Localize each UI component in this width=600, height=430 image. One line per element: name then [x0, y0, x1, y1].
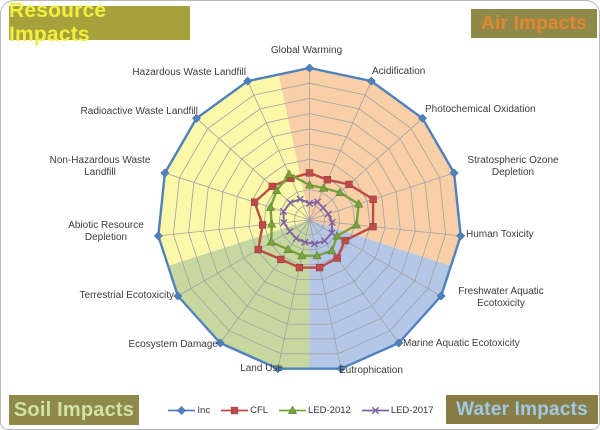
grid-ring — [203, 113, 416, 325]
grid-spoke — [309, 172, 455, 221]
grid-ring — [218, 128, 401, 310]
grid-spoke — [309, 118, 423, 221]
axis-label-5: Freshwater Aquatic Ecotoxicity — [458, 286, 544, 309]
axis-label-8: Land Use — [240, 363, 283, 374]
corner-label-air: Air Impacts — [471, 9, 597, 38]
legend-item-cfl: CFL — [221, 405, 268, 416]
series-led-2017 — [279, 195, 336, 248]
axis-label-7: Eutrophication — [339, 365, 403, 376]
legend-marker-xstar-icon — [361, 406, 389, 415]
axis-label-0: Global Warming — [270, 45, 343, 56]
legend-item-led-2017: LED-2017 — [361, 405, 434, 416]
axis-label-14: Hazardous Waste Landfill — [132, 67, 246, 78]
legend-label: LED-2017 — [390, 405, 434, 416]
grid-ring — [278, 189, 341, 251]
series-cfl — [250, 169, 377, 272]
grid-spoke — [277, 219, 310, 369]
legend-marker-square-icon — [221, 406, 249, 415]
axis-label-2: Photochemical Oxidation — [425, 104, 536, 115]
legend: Inc CFL LED-2012 LED-2017 — [1, 405, 599, 416]
corner-label-water: Water Impacts — [446, 395, 598, 424]
grid-spoke — [247, 80, 310, 221]
axis-label-9: Ecosystem Damage — [128, 339, 218, 350]
grid-spoke — [164, 172, 310, 221]
grid-ring — [233, 143, 386, 295]
series-led-2012 — [265, 169, 364, 260]
axis-label-3: Stratospheric Ozone Depletion — [467, 155, 559, 178]
axis-label-12: Non-Hazardous Waste Landfill — [49, 155, 151, 178]
legend-marker-diamond-icon — [168, 405, 196, 416]
grid-ring — [248, 158, 371, 280]
legend-label: LED-2012 — [308, 405, 351, 416]
series-inc — [153, 63, 466, 374]
grid-spoke — [309, 219, 461, 237]
legend-label: Inc — [197, 405, 211, 416]
legend-item-inc: Inc — [168, 405, 210, 416]
corner-label-resource: Resource Impacts — [9, 1, 190, 46]
grid-ring — [188, 97, 431, 340]
axis-label-11: Abiotic Resource Depletion — [68, 220, 144, 243]
axis-label-13: Radioactive Waste Landfill — [80, 106, 198, 117]
grid-spoke — [309, 80, 372, 221]
sector-water — [309, 220, 451, 369]
legend-label: CFL — [250, 405, 269, 416]
axis-label-1: Acidification — [372, 66, 426, 77]
axis-label-10: Terrestrial Ecotoxicity — [79, 290, 174, 301]
corner-label-soil: Soil Impacts — [9, 395, 139, 425]
grid-ring — [293, 204, 326, 236]
axis-label-6: Marine Aquatic Ecotoxicity — [403, 338, 520, 349]
axis-label-4: Human Toxicity — [466, 229, 534, 240]
legend-marker-triangle-icon — [279, 405, 307, 414]
legend-item-led-2012: LED-2012 — [279, 405, 351, 416]
grid-ring — [172, 82, 447, 355]
